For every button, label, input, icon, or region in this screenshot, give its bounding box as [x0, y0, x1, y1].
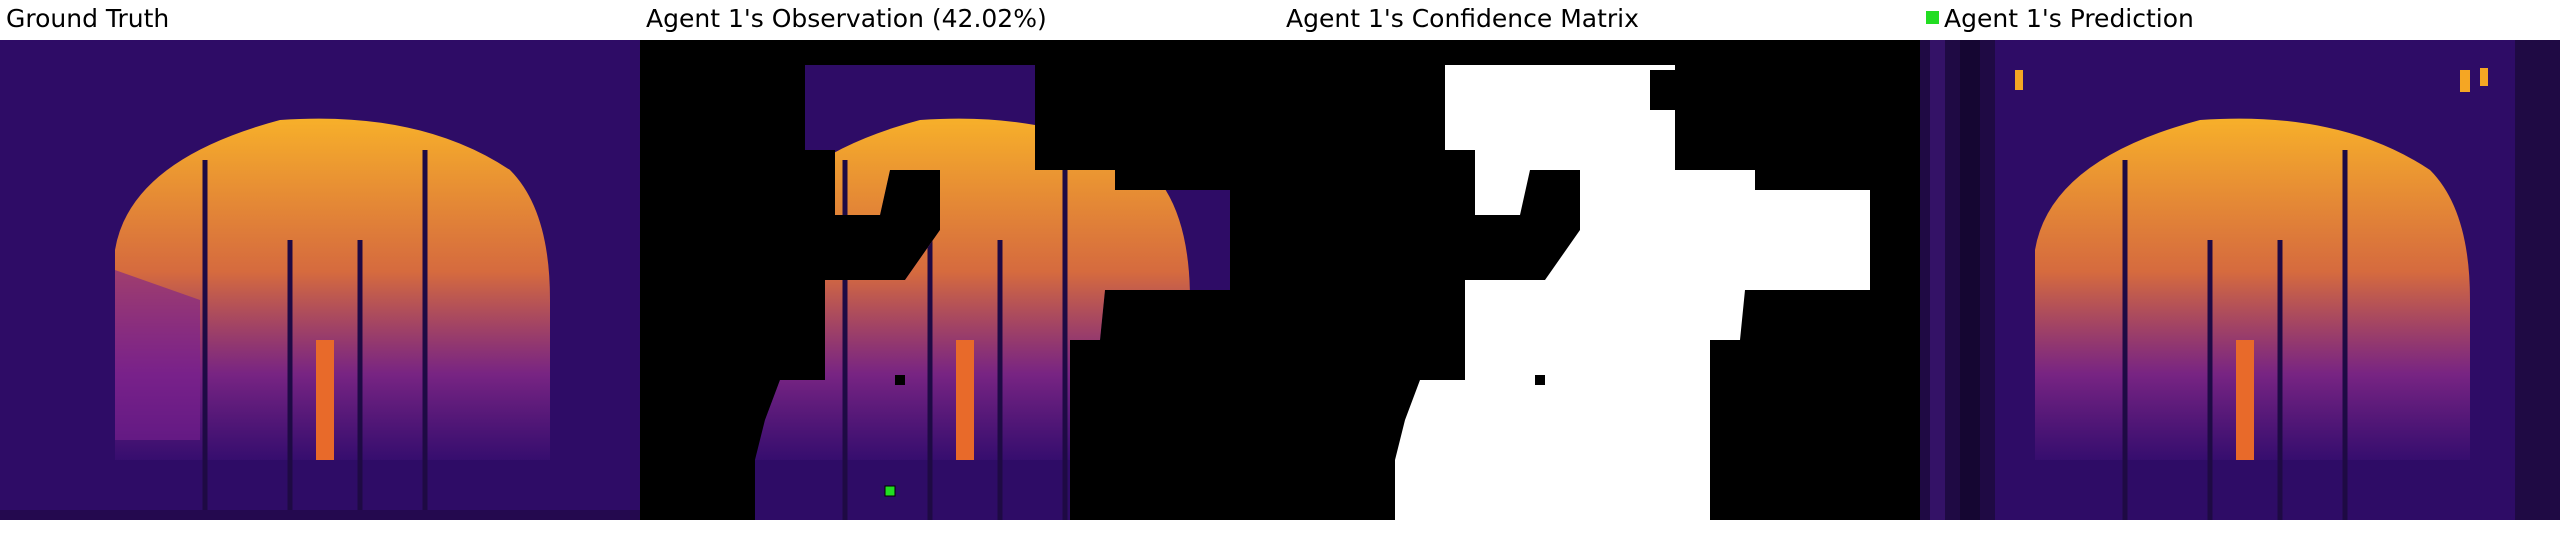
ground-truth-panel: Ground Truth [0, 0, 640, 520]
observation-panel: Agent 1's Observation (42.02%) [640, 0, 1280, 520]
confidence-matrix-panel: Agent 1's Confidence Matrix [1280, 0, 1920, 520]
prediction-legend-swatch [1926, 11, 1939, 24]
observation-title: Agent 1's Observation (42.02%) [646, 4, 1047, 33]
prediction-title: Agent 1's Prediction [1944, 4, 2194, 33]
observation-image [640, 40, 1280, 520]
prediction-image [1920, 40, 2560, 520]
ground-truth-image [0, 40, 640, 520]
confidence-matrix-title: Agent 1's Confidence Matrix [1286, 4, 1639, 33]
prediction-panel: Agent 1's Prediction [1920, 0, 2560, 520]
confidence-matrix-image [1280, 40, 1920, 520]
ground-truth-title: Ground Truth [6, 4, 170, 33]
